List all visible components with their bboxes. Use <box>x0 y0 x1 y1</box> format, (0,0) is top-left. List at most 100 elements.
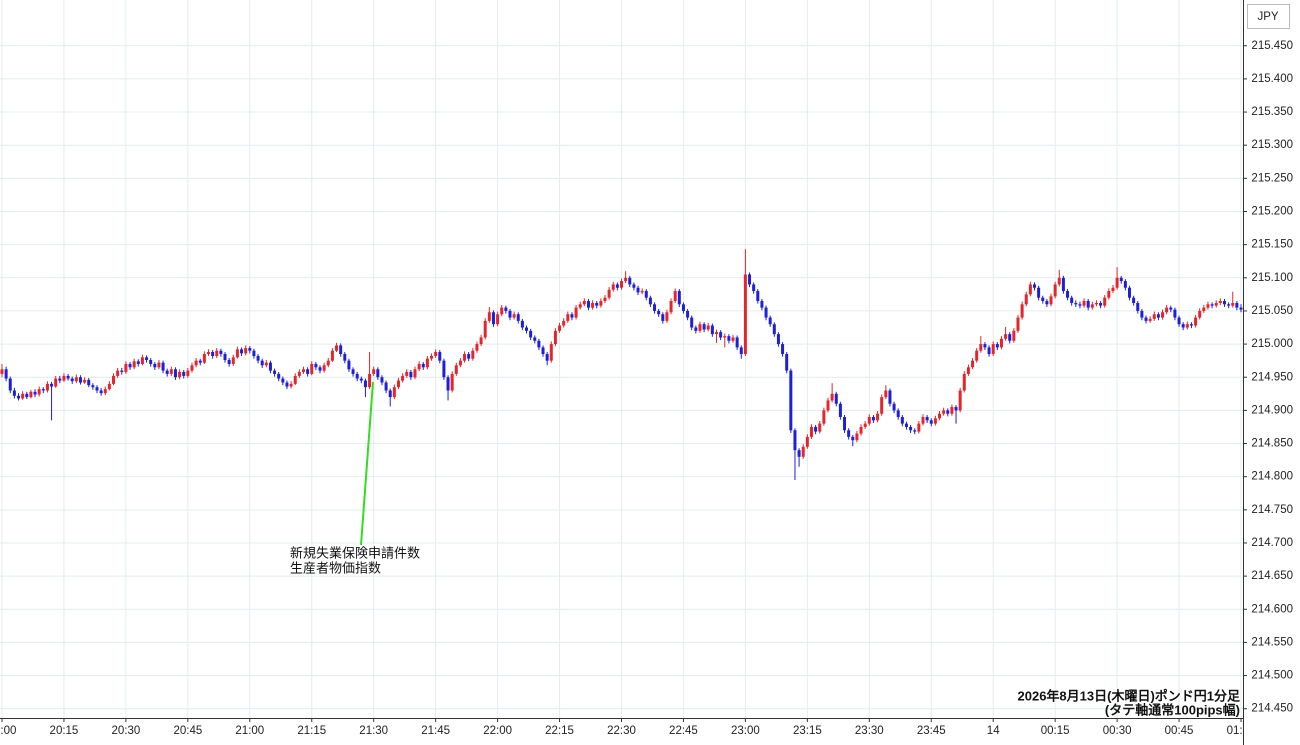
candle-body <box>946 410 950 414</box>
candle-body <box>405 371 409 376</box>
candle-body <box>648 297 652 305</box>
candle-body <box>541 347 545 355</box>
candle-body <box>347 360 351 370</box>
candle-body <box>694 327 698 331</box>
candle-body <box>33 391 37 395</box>
candle-body <box>620 281 623 288</box>
y-tick-label: 214.800 <box>1251 471 1293 483</box>
x-tick-label: 00:30 <box>1103 725 1132 737</box>
candle-body <box>41 389 45 391</box>
candle-body <box>128 363 132 368</box>
candle-body <box>91 385 95 388</box>
candle-body <box>760 300 764 308</box>
candle-body <box>363 380 367 388</box>
candle-body <box>297 371 301 376</box>
candle-body <box>566 314 570 321</box>
candle-body <box>669 300 673 313</box>
candle-body <box>801 446 805 457</box>
candles <box>0 249 1243 480</box>
candle-body <box>562 320 566 326</box>
candle-body <box>847 430 851 437</box>
candle-body <box>1020 304 1024 318</box>
candle-body <box>719 332 723 338</box>
y-tick-label: 214.650 <box>1251 570 1293 582</box>
candle-body <box>252 350 256 357</box>
candle-body <box>153 363 157 368</box>
candle-body <box>45 383 49 391</box>
candle-body <box>322 365 326 371</box>
y-tick-label: 214.900 <box>1251 404 1293 416</box>
candle-body <box>145 357 149 360</box>
candle-body <box>805 436 809 447</box>
candle-body <box>1033 284 1036 288</box>
candle-body <box>310 363 314 374</box>
candle-body <box>863 423 867 427</box>
candle-body <box>240 349 244 354</box>
candle-body <box>1218 300 1222 303</box>
y-tick-label: 215.400 <box>1251 73 1293 85</box>
candle-body <box>797 450 801 457</box>
x-tick-label: 20:30 <box>112 725 141 737</box>
candle-body <box>260 360 264 366</box>
candle-body <box>1210 304 1214 306</box>
candle-body <box>413 369 417 378</box>
candle-body <box>1057 277 1061 285</box>
candle-body <box>281 378 285 383</box>
y-tick-label: 215.450 <box>1251 40 1293 52</box>
candle-body <box>1177 317 1181 325</box>
candle-body <box>834 393 838 404</box>
candle-body <box>512 314 516 318</box>
candle-body <box>463 354 467 361</box>
candle-body <box>752 284 756 292</box>
candle-body <box>136 361 140 364</box>
candle-body <box>1107 291 1111 298</box>
candle-body <box>58 378 62 381</box>
candle-body <box>1012 330 1016 341</box>
candle-body <box>343 354 347 361</box>
candle-body <box>1235 302 1239 308</box>
candle-body <box>830 393 834 401</box>
candle-body <box>950 407 954 414</box>
candle-body <box>87 379 91 386</box>
candle-body <box>917 423 921 432</box>
candle-body <box>954 407 958 411</box>
candle-body <box>417 363 421 370</box>
candle-body <box>83 379 87 383</box>
x-tick-label: 00:15 <box>1041 725 1070 737</box>
y-tick-label: 214.950 <box>1251 371 1293 383</box>
candle-body <box>570 314 574 318</box>
candle-body <box>66 375 70 379</box>
candle-body <box>735 337 739 348</box>
candle-body <box>1239 307 1243 310</box>
candle-body <box>112 375 116 384</box>
candle-body <box>516 314 520 321</box>
candle-body <box>454 365 458 374</box>
candle-body <box>1074 302 1078 305</box>
candle-body <box>925 417 929 421</box>
candle-body <box>582 300 586 305</box>
candle-body <box>772 324 776 335</box>
candle-body <box>223 354 227 360</box>
candle-body <box>904 423 908 427</box>
candle-body <box>896 410 900 418</box>
candle-body <box>178 371 182 378</box>
candle-body <box>25 393 29 398</box>
candle-body <box>748 274 752 285</box>
x-tick-label: 23:45 <box>917 725 946 737</box>
candle-body <box>1090 304 1094 308</box>
candle-body <box>1045 300 1049 305</box>
y-tick-label: 214.750 <box>1251 504 1293 516</box>
candle-body <box>504 307 508 311</box>
candle-body <box>714 332 718 335</box>
candle-body <box>17 395 21 399</box>
candle-body <box>99 390 103 394</box>
candle-body <box>149 359 153 364</box>
candle-body <box>475 344 479 351</box>
candle-body <box>1140 310 1144 318</box>
candle-body <box>235 349 239 358</box>
x-tick-label: 00:45 <box>1165 725 1194 737</box>
candle-body <box>376 369 380 378</box>
grid <box>0 0 1243 718</box>
candle-body <box>962 373 966 391</box>
y-tick-label: 214.500 <box>1251 670 1293 682</box>
